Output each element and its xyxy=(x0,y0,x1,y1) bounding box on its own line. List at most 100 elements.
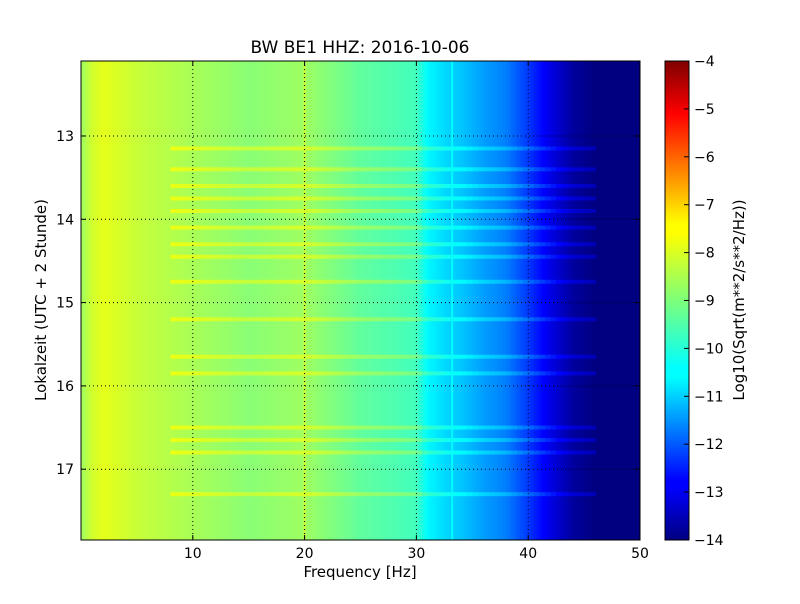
band-segment xyxy=(198,146,205,151)
heatmap-column xyxy=(447,61,451,540)
band-segment xyxy=(466,183,473,188)
band-segment xyxy=(410,450,417,455)
band-segment xyxy=(304,254,311,259)
band-segment xyxy=(394,438,401,443)
band-segment xyxy=(517,196,524,201)
heatmap-column xyxy=(550,61,554,540)
band-segment xyxy=(321,242,328,247)
band-segment xyxy=(399,167,406,172)
band-segment xyxy=(561,371,568,376)
heatmap-column xyxy=(547,61,552,540)
band-segment xyxy=(377,254,384,259)
band-segment xyxy=(477,425,484,430)
band-segment xyxy=(187,146,194,151)
band-segment xyxy=(198,242,205,247)
heatmap-column xyxy=(500,61,504,540)
heatmap-column xyxy=(259,61,264,540)
band-segment xyxy=(388,279,395,284)
band-segment xyxy=(349,254,356,259)
band-segment xyxy=(494,425,501,430)
band-segment xyxy=(511,279,518,284)
band-segment xyxy=(461,183,468,188)
band-segment xyxy=(366,317,373,322)
band-segment xyxy=(399,242,406,247)
heatmap-column xyxy=(598,61,602,540)
heatmap-column xyxy=(268,61,272,540)
band-segment xyxy=(276,438,283,443)
band-segment xyxy=(517,183,524,188)
heatmap-column xyxy=(276,61,281,540)
band-segment xyxy=(326,167,334,172)
band-segment xyxy=(310,317,317,322)
band-segment xyxy=(203,183,211,188)
band-segment xyxy=(399,450,406,455)
band-segment xyxy=(528,183,535,188)
band-segment xyxy=(349,225,356,230)
band-segment xyxy=(170,167,177,172)
band-segment xyxy=(505,225,512,230)
heatmap-column xyxy=(89,61,93,540)
band-segment xyxy=(326,183,334,188)
heatmap-column xyxy=(164,61,169,540)
band-segment xyxy=(276,254,283,259)
heatmap-column xyxy=(380,61,384,540)
band-segment xyxy=(494,196,501,201)
band-segment xyxy=(254,183,261,188)
band-segment xyxy=(326,425,334,430)
heatmap-column xyxy=(539,61,543,540)
band-segment xyxy=(461,450,468,455)
band-segment xyxy=(321,492,328,497)
band-segment xyxy=(444,317,451,322)
band-segment xyxy=(326,317,334,322)
band-segment xyxy=(237,167,244,172)
band-segment xyxy=(444,450,451,455)
band-segment xyxy=(220,279,227,284)
heatmap-column xyxy=(480,61,485,540)
band-segment xyxy=(176,354,183,359)
band-segment xyxy=(533,371,540,376)
band-segment xyxy=(349,242,356,247)
band-segment xyxy=(394,492,401,497)
band-segment xyxy=(366,167,373,172)
band-segment xyxy=(237,450,244,455)
band-segment xyxy=(455,254,462,259)
band-segment xyxy=(360,167,367,172)
band-segment xyxy=(299,196,306,201)
band-segment xyxy=(561,254,568,259)
band-segment xyxy=(299,492,306,497)
heatmap-column xyxy=(332,61,336,540)
band-segment xyxy=(176,492,183,497)
band-segment xyxy=(461,254,468,259)
band-segment xyxy=(394,371,401,376)
band-segment xyxy=(522,183,529,188)
heatmap-column xyxy=(108,61,113,540)
band-segment xyxy=(477,183,484,188)
band-segment xyxy=(455,183,462,188)
heatmap-column xyxy=(273,61,278,540)
band-segment xyxy=(276,146,283,151)
band-segment xyxy=(500,492,507,497)
band-segment xyxy=(477,242,484,247)
band-segment xyxy=(556,208,563,213)
band-segment xyxy=(433,225,440,230)
band-segment xyxy=(449,354,457,359)
band-segment xyxy=(466,167,473,172)
band-segment xyxy=(343,371,350,376)
band-segment xyxy=(584,167,591,172)
band-segment xyxy=(466,450,473,455)
band-segment xyxy=(483,225,490,230)
band-segment xyxy=(304,492,311,497)
band-segment xyxy=(399,196,406,201)
band-segment xyxy=(360,279,367,284)
band-segment xyxy=(187,492,194,497)
band-segment xyxy=(483,354,490,359)
band-segment xyxy=(203,279,211,284)
heatmap-column xyxy=(237,61,241,540)
band-segment xyxy=(248,371,255,376)
band-segment xyxy=(489,167,496,172)
band-segment xyxy=(321,183,328,188)
band-segment xyxy=(377,146,384,151)
band-segment xyxy=(231,242,239,247)
band-segment xyxy=(226,371,233,376)
